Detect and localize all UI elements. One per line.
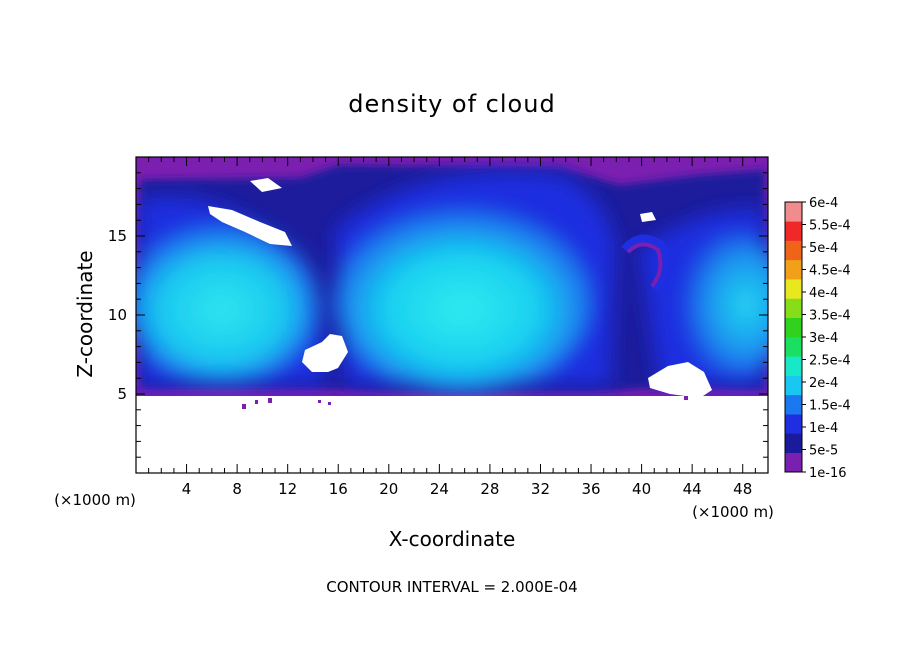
y-tick-label: 15 [108, 227, 127, 245]
colorbar-label: 3e-4 [809, 331, 838, 346]
x-tick-label: 4 [182, 480, 192, 498]
colorbar-swatch [785, 414, 802, 434]
clear-air-pockets [208, 178, 712, 398]
colorbar-label: 5e-4 [809, 241, 838, 256]
colorbar-swatch [785, 337, 802, 357]
cloud-density-field [136, 157, 768, 473]
colorbar-label: 4e-4 [809, 286, 838, 301]
x-tick-label: 48 [733, 480, 752, 498]
contour-interval-note: CONTOUR INTERVAL = 2.000E-04 [326, 578, 577, 596]
colorbar-label: 4.5e-4 [809, 264, 851, 279]
x-tick-label: 20 [379, 480, 398, 498]
colorbar-label: 5.5e-4 [809, 219, 851, 234]
x-tick-label: 8 [232, 480, 242, 498]
cloud-core-center [334, 208, 590, 392]
cloud-swirl-inner [626, 242, 663, 288]
cloud-core-right [680, 235, 768, 375]
colorbar-swatch [785, 375, 802, 396]
x-tick-label: 32 [531, 480, 550, 498]
colorbar-label: 2.5e-4 [809, 354, 851, 369]
colorbar-swatch [785, 356, 802, 376]
colorbar-swatch [785, 394, 802, 415]
colorbar-label: 1.5e-4 [809, 399, 851, 414]
x-tick-label: 36 [581, 480, 600, 498]
colorbar-swatch [785, 221, 802, 241]
colorbar: 1e-16 5e-5 1e-4 1.5e-4 2e-4 2.5e-4 3e-4 3.5e-4 4… [784, 196, 851, 481]
cloud-swirl [621, 234, 670, 294]
y-axis-label: Z-coordinate [73, 250, 97, 377]
x-tick-label: 28 [480, 480, 499, 498]
x-axis-label: X-coordinate [389, 527, 516, 551]
colorbar-label: 3.5e-4 [809, 309, 851, 324]
x-tick-label: 16 [329, 480, 348, 498]
colorbar-swatch [785, 259, 802, 280]
colorbar-label: 6e-4 [809, 196, 838, 211]
colorbar-swatch [785, 317, 802, 338]
cloud-base-fragments [242, 396, 688, 409]
colorbar-label: 5e-5 [809, 444, 838, 459]
colorbar-swatch [785, 202, 802, 222]
colorbar-label: 2e-4 [809, 376, 838, 391]
chart-title: density of cloud [348, 90, 555, 118]
colorbar-swatch [785, 240, 802, 261]
x-tick-label: 24 [430, 480, 449, 498]
x-tick-label: 12 [278, 480, 297, 498]
clear-air-below-cloud [136, 396, 768, 473]
y-tick-label: 5 [117, 385, 127, 403]
colorbar-swatch [785, 433, 802, 454]
colorbar-swatch [785, 452, 802, 473]
x-tick-label: 44 [683, 480, 702, 498]
colorbar-label: 1e-16 [809, 466, 847, 481]
colorbar-swatch [785, 279, 802, 299]
colorbar-label: 1e-4 [809, 421, 838, 436]
x-tick-label: 40 [632, 480, 651, 498]
colorbar-swatch [785, 298, 802, 319]
cloud-core-left [136, 224, 318, 380]
y-axis-unit: (×1000 m) [54, 491, 136, 509]
y-tick-label: 10 [108, 306, 127, 324]
x-axis-unit: (×1000 m) [692, 503, 774, 521]
